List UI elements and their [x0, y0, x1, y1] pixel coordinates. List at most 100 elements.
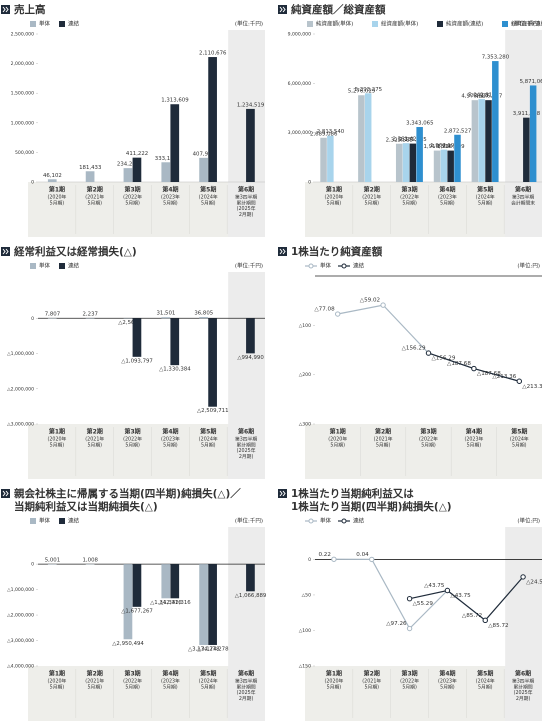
y-tick-label: △3,000,000: [7, 422, 34, 428]
value-label: △1,066,889: [235, 593, 267, 599]
x-tick-note: 2月期): [516, 696, 531, 702]
x-tick-note: 5月期): [163, 442, 178, 448]
value-label: △156.29: [402, 346, 426, 352]
title-icon-chevron: [5, 248, 9, 255]
value-label: △59.02: [360, 298, 380, 304]
x-tick-note: 5月期): [376, 442, 391, 448]
x-tick-note: 5月期): [402, 684, 417, 690]
bar: [327, 135, 334, 182]
legend-label: 単体: [39, 20, 51, 28]
value-label: △1,677,267: [121, 608, 153, 614]
x-tick-label: 第6期: [237, 428, 254, 436]
value-label: △24.59: [526, 579, 542, 585]
bar: [485, 100, 492, 182]
series-line: [337, 304, 520, 382]
value-label: 36,805: [194, 310, 213, 316]
y-tick-label: △150: [299, 664, 311, 670]
value-label: △3,174,278: [197, 646, 229, 652]
bar: [492, 61, 499, 183]
x-tick-note: 第3四半期: [235, 436, 257, 443]
bar: [471, 100, 479, 182]
x-tick-label: 第6期: [514, 186, 531, 194]
x-tick-note: (2025年: [237, 447, 256, 454]
bar: [123, 564, 133, 640]
x-tick-note: 5月期): [330, 442, 345, 448]
x-tick-note: (2021年: [85, 436, 104, 443]
x-tick-note: 5月期): [364, 684, 379, 690]
bar: [47, 179, 57, 182]
x-tick-label: 第5期: [199, 670, 216, 678]
x-tick-note: (2024年: [199, 678, 218, 685]
x-tick-label: 第2期: [86, 670, 103, 678]
title-icon-chevron: [282, 248, 286, 255]
value-label: 2,335,535: [399, 137, 426, 143]
title-icon-chevron: [282, 490, 286, 497]
title-icon-chevron: [2, 248, 6, 255]
x-tick-note: 5月期): [478, 684, 493, 690]
x-tick-note: 2月期): [239, 454, 254, 460]
value-label: △156.29: [432, 356, 456, 362]
x-tick-note: (2023年: [161, 194, 180, 201]
x-tick-note: 5月期): [402, 200, 417, 206]
x-tick-note: (2021年: [362, 194, 381, 201]
legend-swatch: [307, 21, 313, 27]
legend-marker: [308, 518, 314, 524]
value-label: 2,689,086: [310, 131, 338, 137]
x-tick-label: 第4期: [438, 670, 455, 678]
y-tick-label: 2,000,000: [11, 61, 34, 67]
bar: [246, 318, 255, 354]
y-tick-label: 0: [308, 180, 311, 186]
x-tick-note: 第3四半期: [512, 194, 534, 201]
legend-label: 単体: [39, 262, 51, 270]
bar: [409, 143, 417, 182]
x-tick-note: (2024年: [476, 194, 495, 201]
legend-swatch: [30, 21, 36, 27]
bar: [161, 317, 171, 319]
x-tick-note: 2月期): [239, 696, 254, 702]
unit-label: (単位:千円): [235, 20, 263, 28]
value-label: 1,234,519: [237, 102, 265, 108]
bar: [416, 127, 423, 182]
forecast-shade: [228, 272, 265, 479]
value-label: 5,276,029: [348, 89, 376, 95]
bar: [358, 95, 365, 182]
legend-swatch: [30, 263, 36, 269]
x-tick-note: (2025年: [237, 689, 256, 696]
value-label: 1,910,309: [437, 144, 465, 150]
value-label: 46,102: [43, 173, 62, 179]
legend-swatch: [59, 263, 65, 269]
x-tick-note: 5月期): [163, 200, 178, 206]
x-tick-note: (2022年: [123, 678, 142, 685]
bar: [523, 117, 530, 182]
x-tick-label: 第3期: [123, 186, 140, 194]
value-label: 4,976,627: [461, 94, 488, 100]
y-tick-label: △100: [299, 628, 311, 634]
y-tick-label: △50: [302, 592, 311, 598]
legend-swatch: [372, 21, 378, 27]
y-tick-label: 3,000,000: [288, 130, 311, 136]
x-tick-label: 第6期: [514, 670, 531, 678]
point: [406, 596, 413, 602]
bar: [454, 134, 461, 182]
x-tick-note: 5月期): [478, 200, 493, 206]
x-tick-label: 第2期: [374, 428, 391, 436]
x-tick-note: 5月期): [50, 442, 65, 448]
x-tick-note: 5月期): [467, 442, 482, 448]
value-label: 0.22: [318, 552, 330, 558]
bar: [132, 318, 142, 357]
x-tick-note: 5月期): [125, 442, 140, 448]
value-label: 2,237: [83, 312, 98, 318]
x-tick-note: 第3四半期: [235, 678, 257, 685]
x-tick-note: (2022年: [400, 194, 419, 201]
y-tick-label: 0: [308, 557, 311, 563]
y-tick-label: 500,000: [15, 150, 34, 156]
value-label: 7,807: [45, 312, 60, 318]
value-label: 31,501: [156, 311, 175, 317]
bar: [161, 564, 171, 599]
value-label: 1,910,309: [423, 144, 451, 150]
value-label: 2,110,676: [199, 51, 227, 57]
y-tick-label: △3,000,000: [7, 638, 34, 644]
value-label: △2,568: [118, 320, 138, 326]
bar: [132, 157, 142, 182]
x-tick-note: 5月期): [364, 200, 379, 206]
